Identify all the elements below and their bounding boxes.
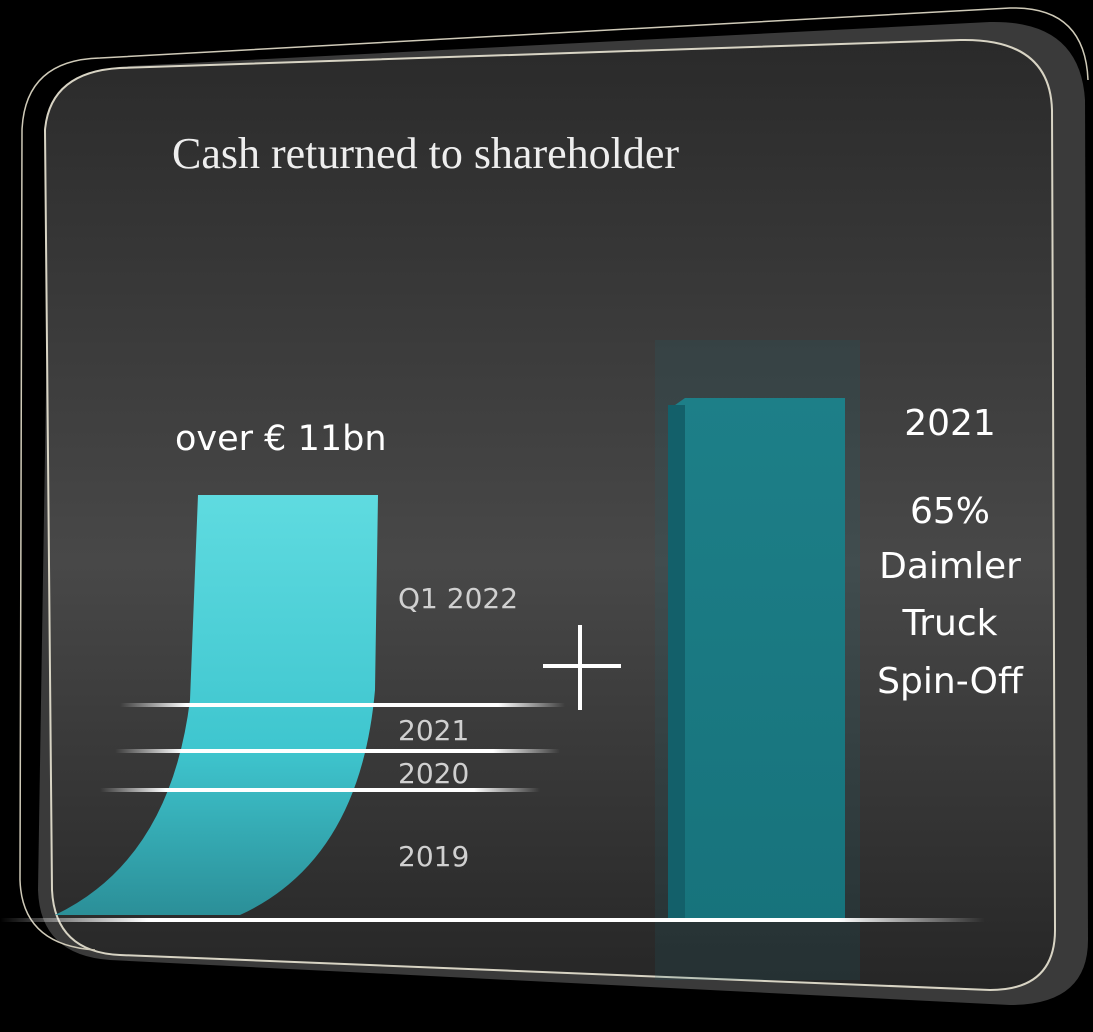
page: {"title": "Cash returned to shareholder"…: [0, 0, 1093, 1032]
plus-sign: [543, 664, 621, 668]
period-label: 2020: [398, 757, 469, 790]
total-label: over € 11bn: [175, 419, 387, 459]
infographic: Cash returned to shareholder over € 11bn…: [0, 0, 1093, 1032]
separator: [115, 749, 560, 753]
period-label: 2019: [398, 840, 469, 873]
spin-off-bar: [668, 398, 845, 922]
title: Cash returned to shareholder: [172, 129, 679, 178]
spin-off-text: Daimler: [879, 546, 1021, 587]
spin-off-text: Spin-Off: [877, 661, 1024, 702]
separator: [100, 788, 540, 792]
separator: [120, 703, 565, 707]
spin-off-year: 2021: [904, 403, 996, 444]
spin-off-text: 65%: [910, 491, 990, 532]
spin-off-text: Truck: [902, 603, 998, 644]
period-label: Q1 2022: [398, 582, 518, 615]
spin-off-bar-side: [668, 405, 685, 922]
period-label: 2021: [398, 714, 469, 747]
baseline: [0, 918, 985, 922]
